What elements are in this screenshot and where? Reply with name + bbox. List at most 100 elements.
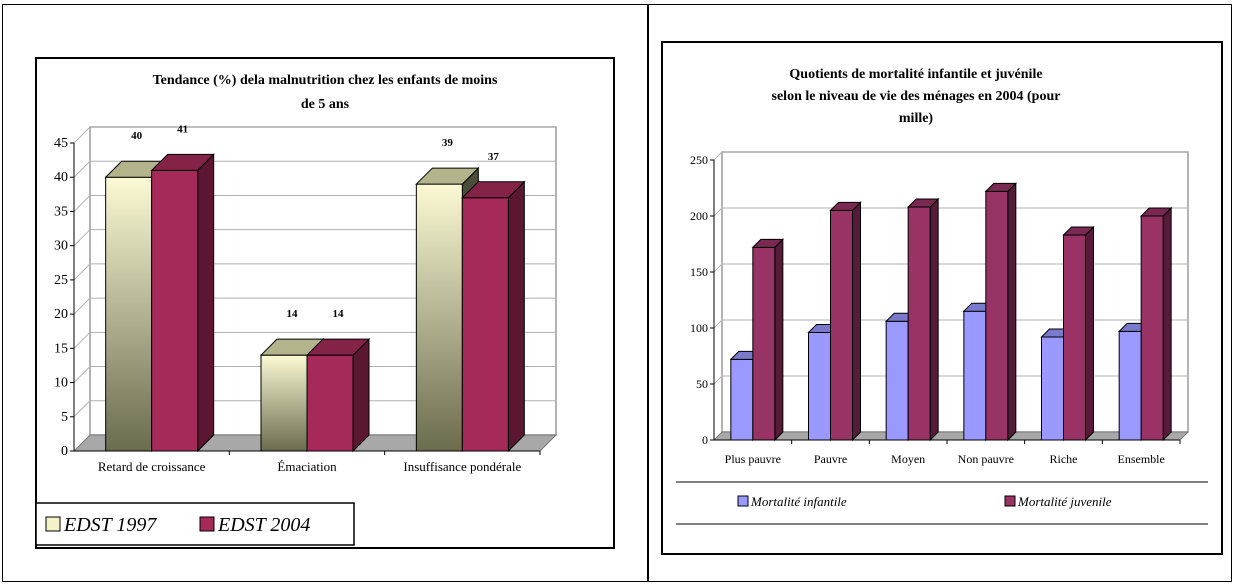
bar-side-non-pauvre-mortalite-juvenile: [1007, 182, 1017, 442]
gridline-side: [73, 160, 91, 178]
bar-top-plus-pauvre-mortalite-juvenile: [751, 238, 785, 248]
x-category-label-non-pauvre: Non pauvre: [958, 452, 1014, 466]
legend-label-juvenile: Mortalité juvenile: [1017, 494, 1112, 509]
y-tick-label: 0: [702, 433, 708, 447]
gridline-side: [73, 366, 91, 383]
bar-side-moyen-mortalite-juvenile: [929, 197, 939, 442]
bar-ensemble-mortalite-juvenile: [1140, 215, 1164, 441]
legend-swatch-juvenile: [1004, 495, 1016, 507]
back-wall: [721, 151, 1189, 433]
x-category-label-emaciation: Émaciation: [277, 459, 337, 474]
gridline-side: [713, 319, 723, 329]
chart-title-line-1: Tendance (%) dela malnutrition chez les …: [153, 73, 498, 88]
y-tick-label: 250: [690, 153, 708, 167]
chart-title-line-2: de 5 ans: [301, 97, 350, 112]
bar-plus-pauvre-mortalite-infantile: [730, 358, 754, 441]
bar-riche-mortalite-infantile: [1041, 336, 1064, 441]
y-tick-label: 35: [54, 204, 68, 219]
bar-moyen-mortalite-juvenile: [907, 206, 931, 441]
bar-retard-de-croissance-edst-2004: [151, 169, 199, 452]
data-label-retard-de-croissance-edst-1997: 40: [131, 130, 143, 142]
bar-retard-de-croissance-edst-1997: [105, 176, 153, 452]
bar-emaciation-edst-2004: [306, 354, 354, 452]
bar-non-pauvre-mortalite-infantile: [963, 310, 987, 441]
y-tick-label: 50: [696, 377, 708, 391]
bar-top-moyen-mortalite-juvenile: [906, 198, 940, 208]
right-table-cell: [648, 4, 1232, 582]
floor: [712, 431, 1190, 441]
gridline-side: [73, 229, 91, 247]
x-category-label-retard-de-croissance: Retard de croissance: [98, 459, 206, 474]
legend-label-edst-1997: EDST 1997: [63, 514, 157, 536]
bar-riche-mortalite-juvenile: [1063, 234, 1086, 441]
bar-side-pauvre-mortalite-juvenile: [852, 201, 861, 442]
data-label-emaciation-edst-2004: 14: [333, 308, 345, 320]
data-label-emaciation-edst-1997: 14: [287, 308, 299, 320]
x-category-label-ensemble: Ensemble: [1118, 452, 1165, 466]
legend-swatch-edst-2004: [199, 516, 215, 532]
y-tick-label: 5: [61, 410, 68, 425]
y-tick-label: 45: [54, 136, 68, 151]
y-tick-label: 0: [61, 444, 68, 459]
bar-moyen-mortalite-infantile: [885, 320, 909, 441]
bar-top-non-pauvre-mortalite-juvenile: [984, 182, 1018, 192]
y-tick-label: 150: [690, 265, 708, 279]
bar-plus-pauvre-mortalite-juvenile: [752, 246, 776, 441]
chart-title-line-2: selon le niveau de vie des ménages en 20…: [772, 89, 1061, 104]
bar-side-ensemble-mortalite-juvenile: [1162, 206, 1172, 442]
gridline-side: [73, 126, 91, 144]
bar-emaciation-edst-1997: [260, 354, 308, 452]
gridline-side: [713, 263, 723, 273]
x-category-label-insuffisance-ponderale: Insuffisance pondérale: [403, 459, 521, 474]
chart-title-line-1: Quotients de mortalité infantile et juvé…: [789, 67, 1042, 82]
gridline-side: [73, 400, 91, 418]
bar-insuffisance-ponderale-edst-1997: [415, 183, 463, 452]
bar-side-riche-mortalite-juvenile: [1085, 225, 1094, 442]
y-tick-label: 25: [54, 273, 68, 288]
gridline-side: [73, 297, 91, 315]
y-tick-label: 20: [54, 307, 68, 322]
data-label-insuffisance-ponderale-edst-1997: 39: [442, 137, 454, 149]
bar-ensemble-mortalite-infantile: [1118, 330, 1142, 441]
bar-top-ensemble-mortalite-juvenile: [1139, 207, 1173, 217]
gridline-side: [713, 375, 723, 385]
bar-top-retard-de-croissance-edst-2004: [150, 153, 215, 171]
legend: EDST 1997 EDST 2004: [35, 502, 355, 546]
bar-top-riche-mortalite-juvenile: [1062, 226, 1095, 236]
plot-area: 0 50 100 150 200 250 Plus pauvre Pauvre Moyen Non…: [690, 151, 1190, 466]
bar-top-pauvre-mortalite-juvenile: [829, 201, 862, 211]
gridline-side: [73, 331, 91, 349]
x-category-label-moyen: Moyen: [891, 452, 925, 466]
plot-area: 0 5 10 15 20 25 30 35 40 45 40 41 Retard de croissan…: [54, 123, 558, 474]
legend-swatch-infant: [737, 495, 749, 507]
bar-pauvre-mortalite-juvenile: [830, 209, 853, 441]
bar-top-insuffisance-ponderale-edst-2004: [461, 181, 526, 199]
data-label-retard-de-croissance-edst-2004: 41: [177, 123, 188, 135]
bar-non-pauvre-mortalite-juvenile: [985, 190, 1009, 441]
gridline-side: [73, 263, 91, 281]
legend-label-edst-2004: EDST 2004: [217, 514, 310, 536]
bar-top-insuffisance-ponderale-edst-1997: [415, 167, 480, 185]
y-tick-label: 100: [690, 321, 708, 335]
y-tick-label: 200: [690, 209, 708, 223]
legend-swatch-edst-1997: [45, 516, 61, 532]
y-tick-label: 40: [54, 170, 68, 185]
malnutrition-chart: Tendance (%) dela malnutrition chez les …: [35, 57, 615, 549]
legend-box: [35, 502, 355, 546]
x-category-label-pauvre: Pauvre: [814, 452, 847, 466]
bar-side-plus-pauvre-mortalite-juvenile: [774, 238, 784, 442]
x-category-label-plus-pauvre: Plus pauvre: [725, 452, 781, 466]
left-table-cell: [2, 4, 648, 582]
chart-title-line-3: mille): [899, 111, 934, 126]
gridline-side: [73, 195, 91, 212]
y-tick-label: 15: [54, 341, 68, 356]
gridline-side: [713, 207, 723, 217]
bar-pauvre-mortalite-infantile: [808, 331, 831, 441]
gridline-side: [713, 151, 723, 161]
legend-label-infant: Mortalité infantile: [750, 494, 847, 509]
x-category-label-riche: Riche: [1050, 452, 1078, 466]
bar-top-emaciation-edst-2004: [305, 338, 371, 356]
data-label-insuffisance-ponderale-edst-2004: 37: [488, 151, 500, 163]
y-tick-label: 30: [54, 239, 68, 254]
